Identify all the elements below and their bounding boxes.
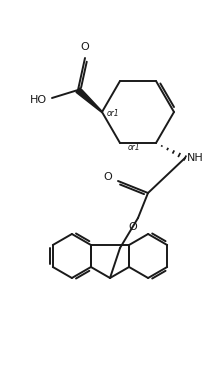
- Text: or1: or1: [107, 109, 120, 119]
- Text: HO: HO: [30, 95, 47, 105]
- Polygon shape: [76, 88, 102, 113]
- Text: O: O: [81, 42, 89, 52]
- Text: O: O: [103, 172, 112, 182]
- Text: O: O: [129, 222, 137, 232]
- Text: or1: or1: [128, 142, 141, 152]
- Text: NH: NH: [187, 153, 204, 163]
